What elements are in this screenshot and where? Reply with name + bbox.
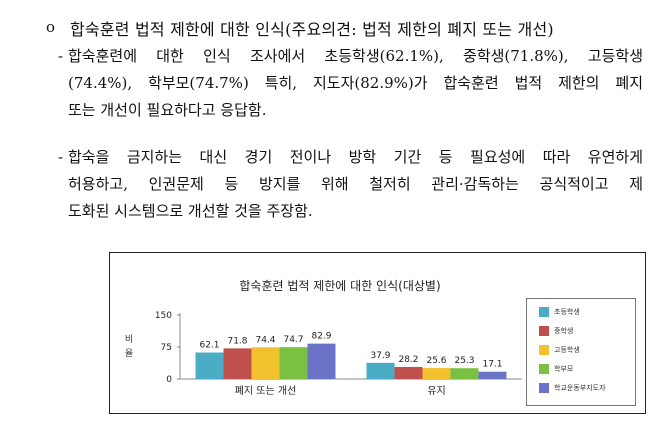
bar bbox=[251, 347, 280, 379]
y-tick-label: 75 bbox=[161, 343, 172, 353]
bar-value-label: 82.9 bbox=[311, 332, 331, 342]
bar-chart: 0 75 150 62.1 71.8 74.4 74.7 82.9 폐지 또는 개선 37.9 28… bbox=[155, 311, 522, 397]
bar bbox=[422, 368, 451, 379]
legend-label: 중학생 bbox=[554, 327, 574, 335]
bar-value-label: 71.8 bbox=[227, 336, 247, 346]
bar bbox=[450, 368, 479, 379]
bar bbox=[307, 343, 336, 379]
paragraph-dash: - bbox=[58, 47, 64, 65]
bar-value-label: 25.3 bbox=[454, 356, 474, 366]
chart-title: 합숙훈련 법적 제한에 대한 인식(대상별) bbox=[239, 279, 441, 293]
legend-item: 중학생 bbox=[539, 326, 573, 336]
bar bbox=[195, 352, 224, 379]
legend-swatch bbox=[539, 326, 549, 336]
bar bbox=[394, 366, 423, 379]
paragraph-proposal: - 합숙을 금지하는 대신 경기 전이나 방학 기간 등 필요성에 따라 유연하… bbox=[58, 144, 643, 225]
bar bbox=[279, 347, 308, 379]
paragraph-dash: - bbox=[58, 148, 64, 166]
legend-item: 고등학생 bbox=[539, 345, 580, 355]
bar-value-label: 74.7 bbox=[283, 335, 303, 345]
category-label: 폐지 또는 개선 bbox=[235, 385, 297, 397]
paragraph-line: 합숙을 금지하는 대신 경기 전이나 방학 기간 등 필요성에 따라 유연하게 bbox=[68, 148, 643, 166]
bar bbox=[366, 362, 395, 379]
legend-swatch bbox=[539, 345, 549, 355]
section-heading: 합숙훈련 법적 제한에 대한 인식(주요의견: 법적 제한의 폐지 또는 개선) bbox=[70, 20, 554, 39]
legend-label: 고등학생 bbox=[554, 346, 580, 354]
bar-value-label: 74.4 bbox=[255, 335, 275, 345]
paragraph-line: 합숙훈련에 대한 인식 조사에서 초등학생(62.1%), 중학생(71.8%)… bbox=[68, 47, 643, 65]
heading-bullet: o bbox=[46, 18, 56, 36]
bar-value-label: 25.6 bbox=[426, 356, 446, 366]
bar-value-label: 28.2 bbox=[398, 355, 418, 365]
category-label: 유지 bbox=[427, 385, 445, 397]
legend-item: 학부모 bbox=[539, 364, 573, 374]
paragraph-line: (74.4%), 학부모(74.7%) 특히, 지도자(82.9%)가 합숙훈련… bbox=[68, 74, 643, 92]
legend-swatch bbox=[539, 383, 549, 393]
paragraph-line: 허용하고, 인권문제 등 방지를 위해 철저히 관리·감독하는 공식적이고 제 bbox=[68, 175, 643, 193]
y-tick-label: 150 bbox=[155, 311, 172, 321]
legend-swatch bbox=[539, 364, 549, 374]
paragraph-line: 또는 개선이 필요하다고 응답함. bbox=[68, 101, 267, 119]
paragraph-line: 도화된 시스템으로 개선할 것을 주장함. bbox=[68, 202, 313, 220]
legend-label: 학교운동부지도자 bbox=[554, 384, 606, 392]
y-tick-label: 0 bbox=[166, 375, 172, 385]
legend-swatch bbox=[539, 307, 549, 317]
bar-value-label: 62.1 bbox=[199, 341, 219, 351]
legend-item: 초등학생 bbox=[539, 307, 580, 317]
legend-item: 학교운동부지도자 bbox=[539, 383, 606, 393]
paragraph-survey-results: - 합숙훈련에 대한 인식 조사에서 초등학생(62.1%), 중학생(71.8… bbox=[58, 43, 643, 124]
legend-label: 학부모 bbox=[554, 365, 574, 373]
bar bbox=[223, 348, 252, 379]
legend-label: 초등학생 bbox=[554, 308, 580, 316]
bar bbox=[478, 371, 507, 379]
bar-value-label: 37.9 bbox=[370, 351, 390, 361]
bar-value-label: 17.1 bbox=[482, 360, 502, 370]
